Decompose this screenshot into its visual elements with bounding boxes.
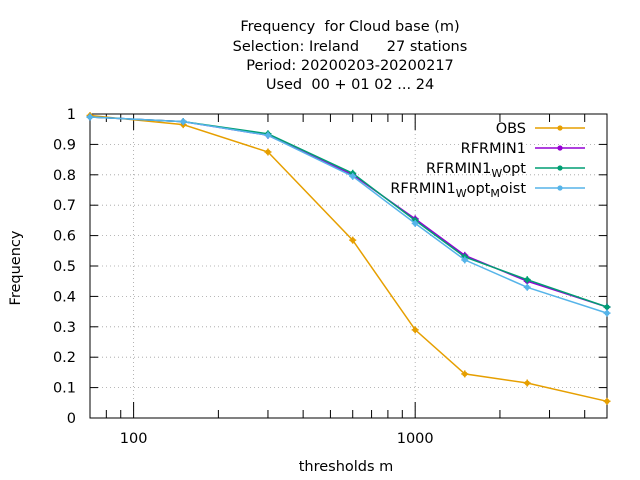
data-point: [411, 219, 419, 227]
chart-title-line-3: Period: 20200203-20200217: [246, 58, 454, 74]
legend-marker: [557, 145, 563, 151]
data-point: [349, 172, 357, 180]
x-tick-label: 1000: [397, 431, 434, 447]
legend-label: RFRMIN1Wopt: [426, 161, 526, 180]
data-point: [86, 113, 94, 121]
data-point: [523, 276, 531, 284]
y-tick-label: 0: [67, 411, 76, 427]
x-tick-labels: 100 1000: [120, 431, 434, 447]
y-tick-label: 0.7: [53, 198, 76, 214]
data-point: [411, 326, 419, 334]
data-point: [603, 397, 611, 405]
data-point: [461, 256, 469, 264]
series-line-0: [89, 114, 608, 403]
data-point: [264, 131, 272, 139]
y-tick-labels: 0 0.1 0.2 0.3 0.4 0.5 0.6 0.7 0.8 0.9 1: [53, 107, 76, 427]
chart-title-line-4: Used 00 + 01 02 ... 24: [265, 77, 435, 93]
y-tick-label: 0.9: [53, 137, 76, 153]
data-point: [523, 283, 531, 291]
grid: [90, 114, 607, 418]
legend-label: RFRMIN1: [461, 141, 526, 157]
legend-marker: [557, 165, 563, 171]
axis-ticks: [90, 113, 607, 419]
y-tick-label: 0.5: [53, 259, 76, 275]
y-tick-label: 0.3: [53, 320, 76, 336]
series-lines: [86, 112, 611, 405]
y-axis-label: Frequency: [8, 230, 24, 305]
data-point: [179, 118, 187, 126]
data-point: [603, 303, 611, 311]
y-tick-label: 0.4: [53, 289, 76, 305]
y-tick-label: 0.2: [53, 350, 76, 366]
plot-frame: [89, 113, 608, 419]
y-tick-label: 0.6: [53, 229, 76, 245]
legend-marker: [557, 185, 563, 191]
chart-title-line-1: Frequency for Cloud base (m): [240, 19, 460, 35]
data-point: [349, 236, 357, 244]
legend-label: OBS: [496, 121, 526, 137]
data-point: [264, 148, 272, 156]
y-tick-label: 0.8: [53, 168, 76, 184]
legend-marker: [557, 125, 563, 131]
data-point: [461, 370, 469, 378]
data-point: [523, 379, 531, 387]
series-line-3: [89, 116, 608, 314]
data-point: [603, 309, 611, 317]
y-tick-label: 0.1: [53, 381, 76, 397]
y-tick-label: 1: [67, 107, 76, 123]
chart-title-line-2: Selection: Ireland 27 stations: [232, 39, 468, 55]
x-tick-label: 100: [120, 431, 148, 447]
x-axis-label: thresholds m: [299, 459, 394, 475]
legend-label: RFRMIN1WoptMoist: [390, 181, 526, 200]
